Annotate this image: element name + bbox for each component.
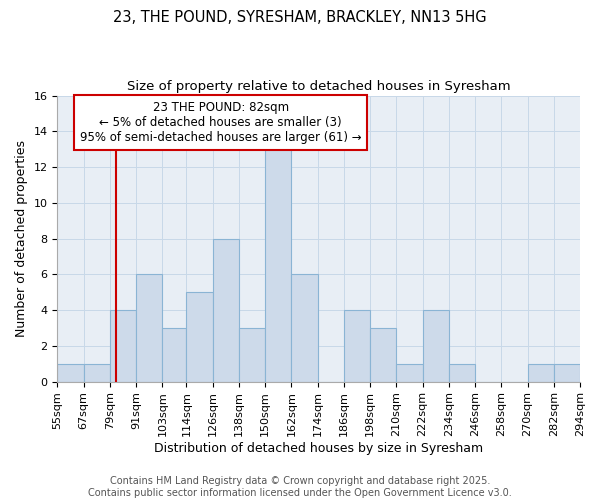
Bar (110, 310, 136, 382)
Bar (554, 364, 580, 382)
Text: 23 THE POUND: 82sqm
← 5% of detached houses are smaller (3)
95% of semi-detached: 23 THE POUND: 82sqm ← 5% of detached hou… (80, 101, 362, 144)
Bar (344, 310, 370, 382)
X-axis label: Distribution of detached houses by size in Syresham: Distribution of detached houses by size … (154, 442, 483, 455)
Y-axis label: Number of detached properties: Number of detached properties (15, 140, 28, 337)
Bar (527, 364, 554, 382)
Bar (163, 328, 187, 382)
Bar (370, 328, 397, 382)
Text: 23, THE POUND, SYRESHAM, BRACKLEY, NN13 5HG: 23, THE POUND, SYRESHAM, BRACKLEY, NN13 … (113, 10, 487, 25)
Bar (449, 364, 475, 382)
Text: Contains HM Land Registry data © Crown copyright and database right 2025.
Contai: Contains HM Land Registry data © Crown c… (88, 476, 512, 498)
Title: Size of property relative to detached houses in Syresham: Size of property relative to detached ho… (127, 80, 511, 93)
Bar (397, 364, 422, 382)
Bar (58, 364, 83, 382)
Bar (187, 292, 212, 382)
Bar (83, 364, 110, 382)
Bar (239, 328, 265, 382)
Bar (422, 310, 449, 382)
Bar (136, 274, 163, 382)
Bar (265, 149, 292, 382)
Bar (292, 274, 317, 382)
Bar (212, 238, 239, 382)
